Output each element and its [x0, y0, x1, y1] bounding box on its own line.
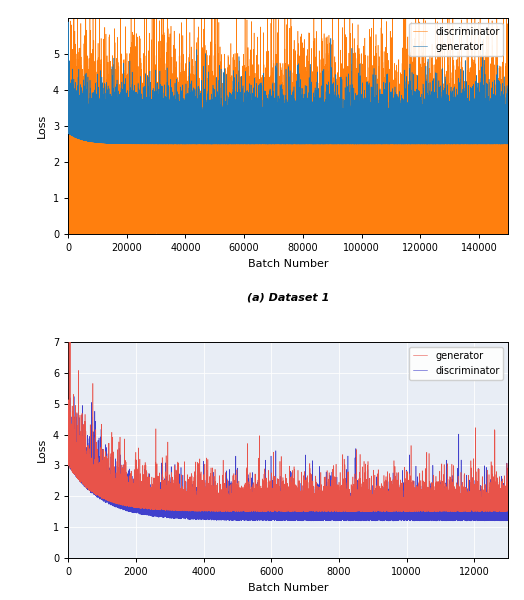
discriminator [65, 428, 71, 435]
generator [187, 124, 193, 131]
generator [468, 502, 475, 509]
discriminator [187, 230, 193, 237]
discriminator [268, 506, 275, 513]
Text: (a) Dataset 1: (a) Dataset 1 [247, 292, 330, 302]
discriminator [130, 497, 136, 504]
discriminator [216, 513, 223, 520]
Line: generator: generator [68, 22, 508, 144]
Line: discriminator: discriminator [68, 350, 508, 521]
Line: generator: generator [68, 325, 508, 512]
generator [216, 498, 223, 505]
Y-axis label: Loss: Loss [37, 114, 47, 138]
discriminator [189, 230, 195, 238]
discriminator [468, 513, 475, 520]
discriminator [218, 227, 224, 234]
discriminator [265, 507, 271, 514]
Legend: generator, discriminator: generator, discriminator [409, 347, 504, 380]
generator [65, 460, 71, 467]
generator [278, 122, 285, 130]
Line: discriminator: discriminator [68, 0, 508, 234]
Legend: discriminator, generator: discriminator, generator [409, 23, 504, 55]
generator [497, 140, 504, 148]
generator [106, 137, 113, 144]
generator [474, 130, 481, 137]
generator [505, 503, 511, 511]
discriminator [463, 517, 470, 524]
discriminator [65, 217, 71, 224]
discriminator [474, 224, 481, 231]
discriminator [66, 347, 72, 354]
generator [130, 502, 136, 509]
generator [65, 18, 71, 25]
discriminator [82, 99, 89, 106]
generator [123, 500, 129, 507]
generator [218, 129, 224, 136]
generator [265, 490, 271, 497]
X-axis label: Batch Number: Batch Number [248, 583, 329, 593]
discriminator [106, 158, 113, 165]
generator [505, 136, 511, 143]
generator [427, 508, 433, 515]
discriminator [123, 496, 129, 503]
discriminator [505, 150, 511, 157]
generator [66, 321, 72, 328]
generator [268, 469, 275, 476]
discriminator [505, 514, 511, 521]
generator [65, 125, 71, 133]
generator [82, 135, 89, 142]
discriminator [278, 140, 285, 147]
X-axis label: Batch Number: Batch Number [248, 259, 329, 269]
Y-axis label: Loss: Loss [37, 438, 47, 462]
